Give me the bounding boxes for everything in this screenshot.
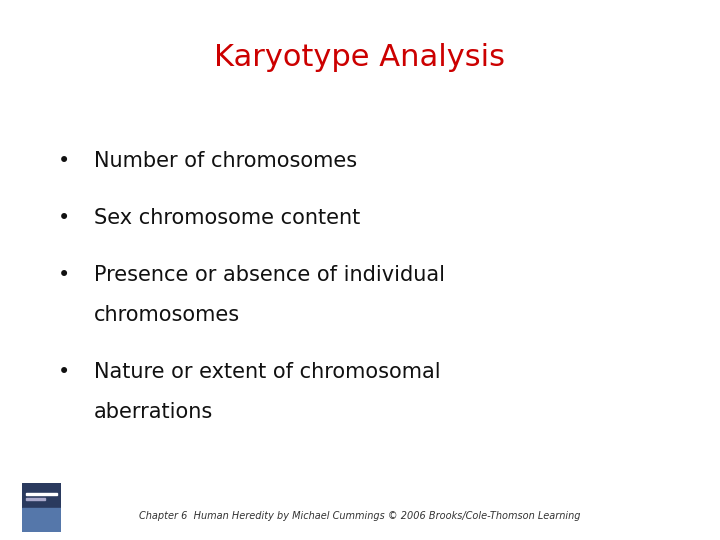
Text: chromosomes: chromosomes xyxy=(94,305,240,325)
Text: Presence or absence of individual: Presence or absence of individual xyxy=(94,265,445,285)
Bar xyxy=(26,492,58,496)
Text: •: • xyxy=(58,151,70,171)
Text: Nature or extent of chromosomal: Nature or extent of chromosomal xyxy=(94,362,440,382)
Bar xyxy=(26,498,45,500)
Text: aberrations: aberrations xyxy=(94,402,213,422)
Text: Karyotype Analysis: Karyotype Analysis xyxy=(215,43,505,72)
Text: •: • xyxy=(58,208,70,228)
Bar xyxy=(22,508,61,532)
Text: •: • xyxy=(58,362,70,382)
Bar xyxy=(22,483,61,508)
Text: Sex chromosome content: Sex chromosome content xyxy=(94,208,360,228)
Text: Chapter 6  Human Heredity by Michael Cummings © 2006 Brooks/Cole-Thomson Learnin: Chapter 6 Human Heredity by Michael Cumm… xyxy=(139,511,581,521)
Text: Number of chromosomes: Number of chromosomes xyxy=(94,151,356,171)
Text: •: • xyxy=(58,265,70,285)
